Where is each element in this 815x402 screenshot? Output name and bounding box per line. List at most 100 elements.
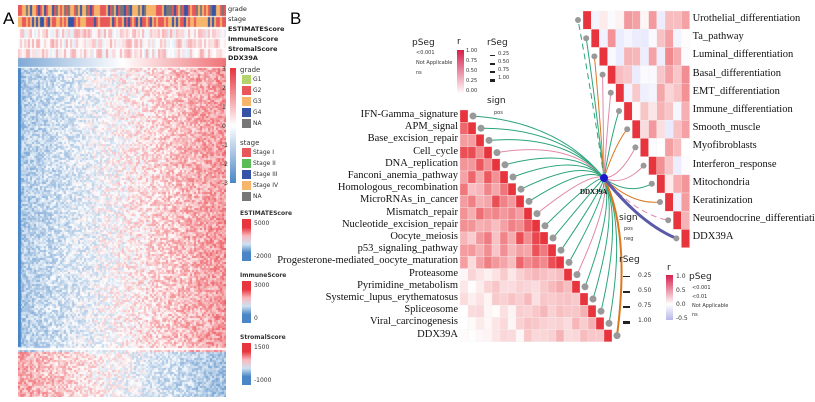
annotation-label-immunescore: ImmuneScore — [228, 35, 279, 43]
left-matrix-cell — [531, 244, 541, 257]
right-matrix-cell — [664, 138, 674, 157]
left-matrix-cell — [539, 256, 549, 269]
right-matrix-cell — [656, 174, 666, 194]
left-matrix-cell — [531, 219, 541, 233]
link-endpoint — [673, 235, 680, 242]
left-matrix-cell — [491, 231, 501, 245]
left-matrix-cell — [547, 280, 557, 294]
grade_legend-legend-item: G1 — [242, 75, 261, 84]
legend-item-label: NA — [253, 120, 262, 127]
score-high: 1500 — [254, 344, 270, 351]
link-line — [592, 177, 610, 300]
left-matrix-cell — [563, 268, 573, 281]
left-matrix-cell — [459, 256, 469, 269]
rseg-item: 0.50 — [638, 287, 652, 294]
left-matrix-cell — [483, 170, 493, 184]
legend-item-label: Stage I — [253, 149, 275, 156]
left-matrix-cell — [475, 158, 485, 172]
left-matrix-cell — [467, 195, 477, 208]
legend-item-label: G3 — [253, 98, 262, 105]
pseg-item: Not Applicable — [692, 303, 729, 309]
left-matrix-cell — [459, 122, 469, 135]
left-matrix-cell — [555, 280, 565, 294]
scale-tick: 0 — [222, 123, 226, 130]
left-matrix-cell — [499, 244, 509, 257]
left-matrix-cell — [483, 183, 493, 196]
rseg-item: 0.75 — [638, 302, 652, 309]
left-matrix-cell — [483, 256, 493, 269]
right-matrix-cell — [607, 29, 616, 48]
right-matrix-cell — [615, 47, 625, 66]
swatch — [242, 170, 251, 179]
left-matrix-cell — [547, 268, 557, 281]
right-matrix-cell — [640, 120, 649, 139]
link-line — [512, 164, 605, 179]
left-matrix-cell — [523, 292, 533, 306]
left-matrix-cell — [539, 317, 549, 330]
panel-b-label: B — [290, 9, 302, 28]
left-matrix-cell — [491, 183, 501, 196]
right-matrix-cell — [623, 65, 633, 84]
left-matrix-cell — [475, 146, 485, 159]
rseg-legend-title: rSeg — [619, 255, 640, 265]
r-tick: 1.0 — [676, 273, 686, 280]
left-matrix-cell — [539, 305, 549, 318]
link-endpoint — [581, 283, 589, 291]
link-endpoint — [607, 89, 614, 96]
rseg-line — [623, 291, 630, 293]
link-endpoint — [665, 217, 672, 224]
right-row-label: Urothelial_differentiation — [692, 13, 801, 24]
left-matrix-cell — [459, 268, 469, 281]
right-matrix-cell — [623, 101, 633, 121]
left-matrix-cell — [547, 305, 557, 318]
right-matrix-cell — [673, 83, 682, 103]
link-line — [584, 177, 608, 287]
left-matrix-cell — [475, 231, 485, 245]
link-endpoint — [469, 112, 477, 120]
left-matrix-cell — [459, 170, 469, 184]
left-row-label: Oocyte_meiosis — [390, 231, 458, 242]
link-endpoint — [616, 108, 622, 114]
left-matrix-cell — [475, 305, 485, 318]
left-matrix-cell — [523, 305, 533, 318]
left-matrix-cell — [491, 280, 501, 294]
left-row-label: Base_excision_repair — [367, 133, 458, 145]
right-matrix-cell — [615, 83, 625, 103]
left-matrix-cell — [523, 207, 533, 220]
r-tick: 0.50 — [466, 68, 478, 74]
right-matrix-cell — [673, 120, 682, 139]
right-row-label: EMT_differentiation — [692, 85, 780, 97]
r-tick: 1.00 — [466, 48, 478, 54]
right-row-label: Neuroendocrine_differentiation — [692, 213, 815, 225]
left-matrix-cell — [475, 219, 485, 233]
link-endpoint — [640, 162, 647, 169]
right-matrix-cell — [673, 47, 682, 66]
right-matrix-cell — [656, 138, 666, 157]
left-matrix-cell — [459, 219, 469, 233]
link-endpoint — [605, 319, 613, 327]
left-matrix-cell — [459, 329, 469, 342]
left-matrix-cell — [507, 317, 517, 330]
center-node-label: DDX39A — [580, 188, 608, 196]
right-matrix-cell — [656, 156, 666, 175]
link-endpoint — [525, 197, 533, 205]
right-matrix-cell — [681, 29, 690, 48]
left-matrix-cell — [523, 244, 533, 257]
left-matrix-cell — [459, 109, 469, 123]
left-matrix-cell — [499, 219, 509, 233]
left-matrix-cell — [459, 280, 469, 294]
left-matrix-cell — [515, 329, 525, 342]
swatch — [242, 148, 251, 157]
left-matrix-cell — [547, 256, 557, 269]
left-matrix-cell — [467, 207, 477, 220]
grade_legend-legend-item: G4 — [242, 108, 261, 117]
left-matrix-cell — [459, 134, 469, 147]
annotation-label-grade: grade — [228, 5, 247, 13]
expression-color-scale — [230, 68, 236, 183]
right-matrix-cell — [673, 174, 682, 194]
link-line — [603, 165, 644, 182]
left-matrix-cell — [483, 231, 493, 245]
left-matrix-cell — [563, 305, 573, 318]
left-matrix-cell — [555, 292, 565, 306]
scale-tick: -3 — [222, 180, 228, 187]
